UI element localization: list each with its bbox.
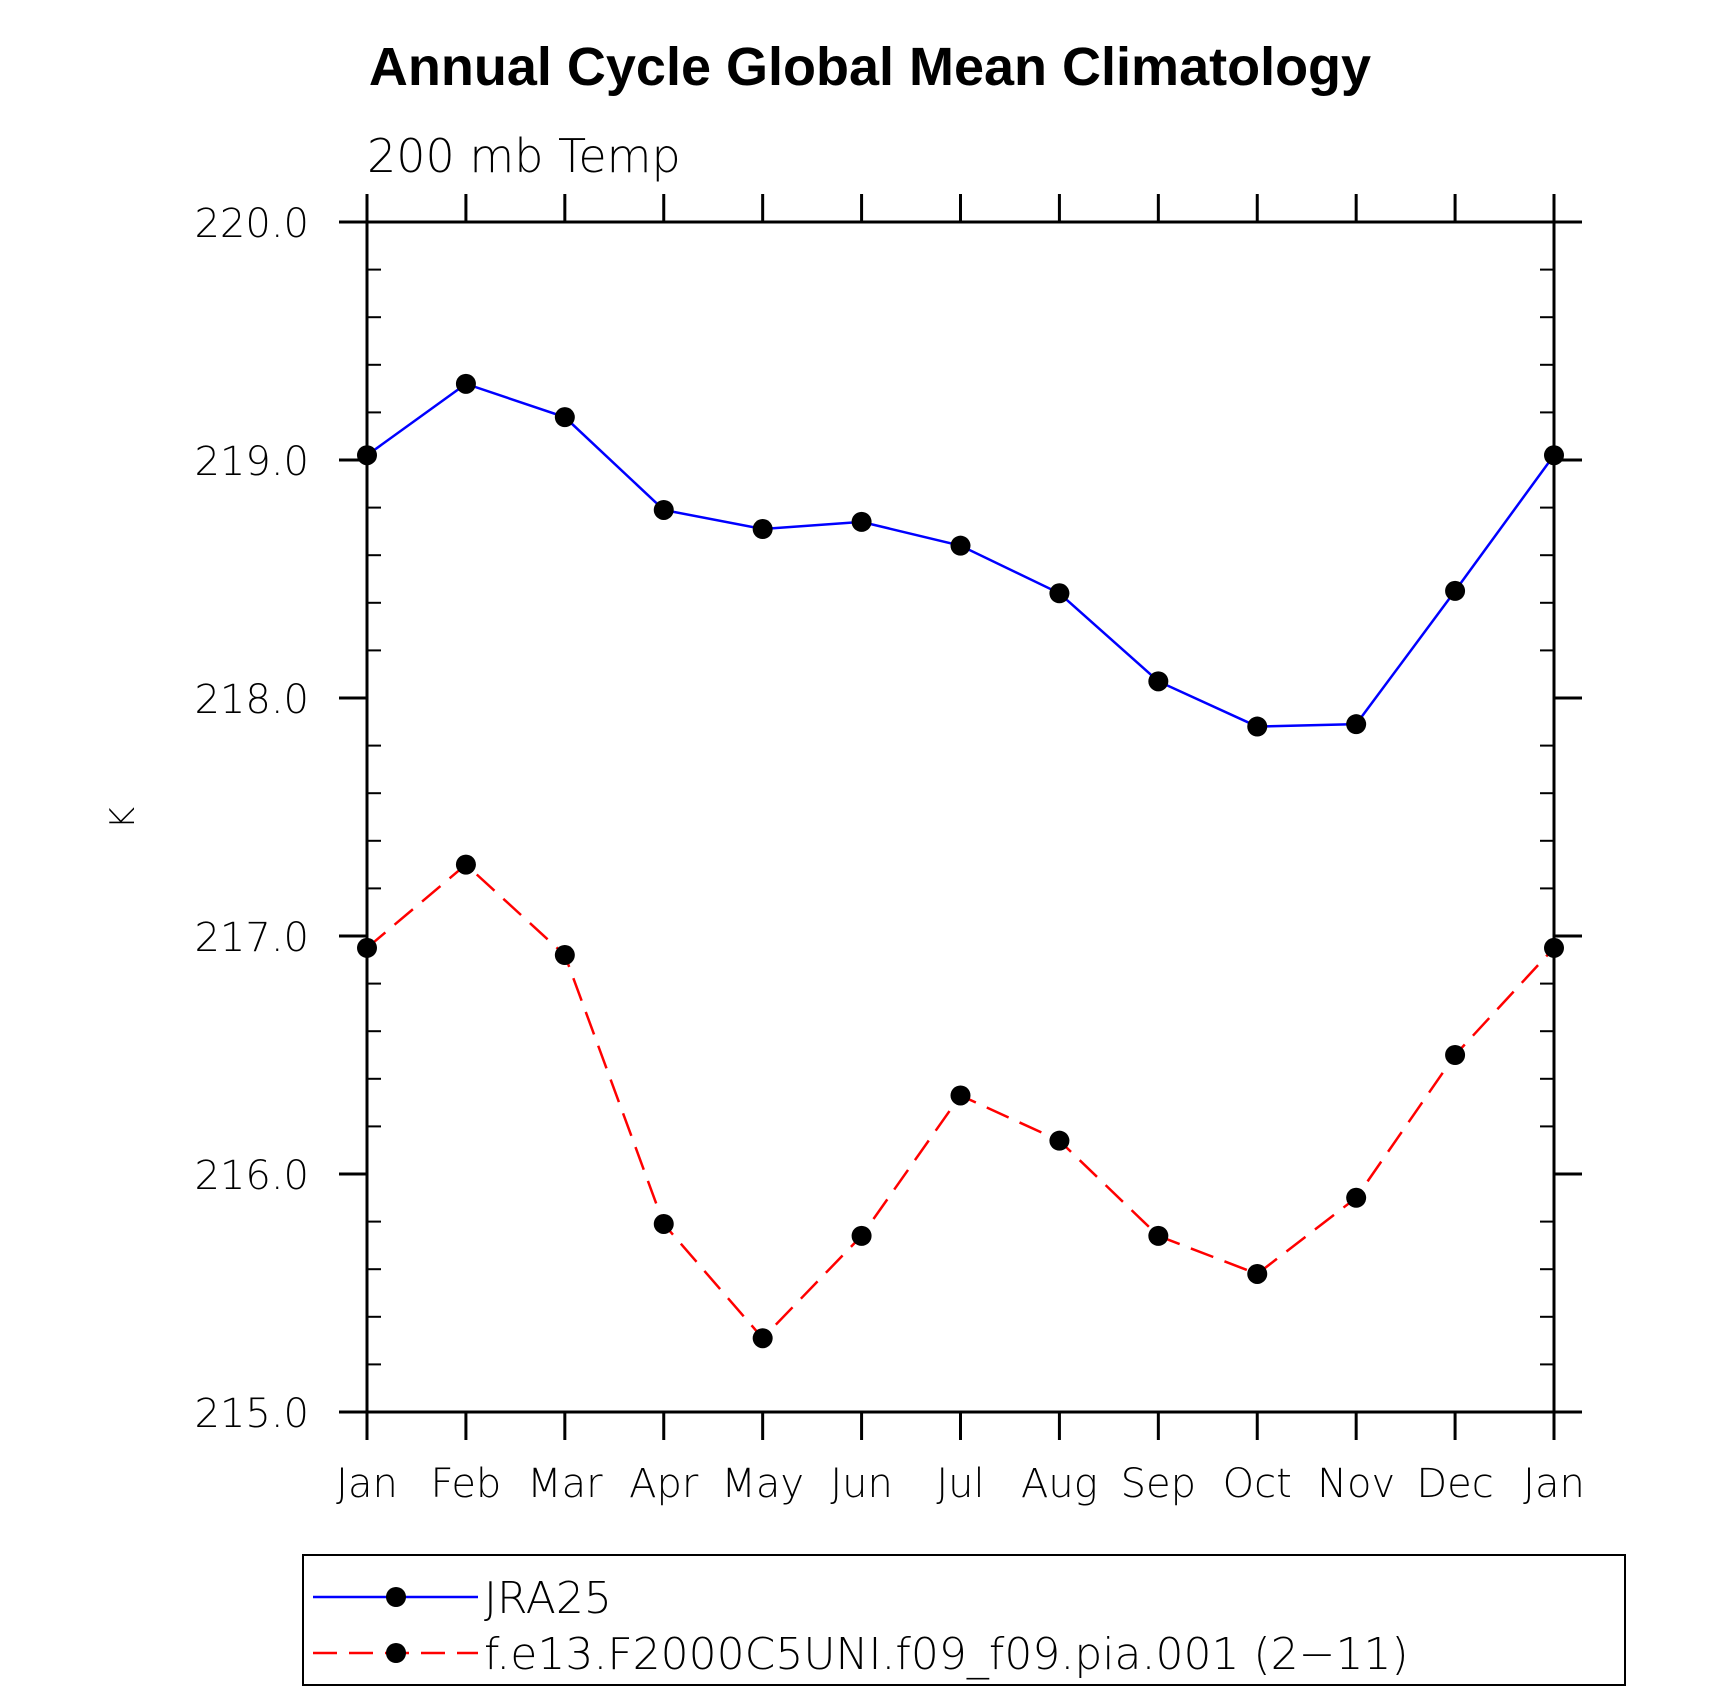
series-1-point [455,373,476,394]
series-1-point [1445,580,1466,601]
y-tick-label: 220.0 [194,201,309,247]
series-2-point [455,854,476,875]
x-tick-label: Sep [1121,1461,1196,1507]
series-1-point [1148,671,1169,692]
series-2-point [1247,1263,1268,1284]
series-1-point [653,499,674,520]
plot-frame [365,220,1556,1414]
series-2-point [1148,1225,1169,1246]
x-tick-label: Dec [1416,1461,1493,1507]
series-2-point [1346,1187,1367,1208]
x-tick-label: Apr [629,1461,699,1507]
series-1-point [1346,714,1367,735]
series-1-point [357,445,377,466]
legend-label-2: f.e13.F2000C5UNI.f09_f09.pia.001 (2−11) [484,1629,1409,1680]
legend-box [302,1554,1626,1686]
series-2-point [653,1213,674,1234]
series-2-point [1445,1045,1466,1065]
series-1-point [752,519,773,540]
x-tick-label: Mar [527,1461,603,1507]
legend-marker-2 [386,1643,406,1663]
series-2-point [1049,1130,1070,1151]
series-group [357,373,1564,1349]
y-tick-label: 215.0 [194,1391,309,1437]
axes: Jan Feb Mar Apr May Jun Jul Aug Sep Oct Nov Dec Jan 2… [194,194,1585,1507]
x-tick-label: Jan [336,1461,398,1507]
x-tick-label: Oct [1223,1461,1292,1507]
chart-subtitle: 200 mb Temp [367,129,681,183]
series-2-point [1544,937,1564,958]
x-tick-label: Jan [1523,1461,1585,1507]
series-1-point [950,535,971,556]
y-tick-label: 216.0 [194,1153,309,1199]
series-2-point [357,937,377,958]
x-tick-label: Feb [431,1461,502,1507]
series-1-point [1049,583,1070,604]
y-tick-label: 217.0 [194,915,309,961]
y-tick-label: 219.0 [194,439,309,485]
series-1-point [554,407,575,428]
series-1-point [851,511,872,532]
x-tick-label: Aug [1021,1461,1098,1507]
series-1-point [1247,716,1268,737]
series-2-point [752,1328,773,1349]
x-tick-label: Nov [1317,1461,1395,1507]
series-2-point [950,1085,971,1106]
series-1-point [1544,445,1564,466]
x-tick-label: Jun [830,1461,893,1507]
y-axis-label: K [103,807,143,829]
y-tick-label: 218.0 [194,677,309,723]
series-2-point [554,945,575,966]
chart-title: Annual Cycle Global Mean Climatology [369,37,1371,97]
x-tick-label: Jul [936,1461,984,1507]
x-tick-label: May [721,1461,804,1507]
series-2-point [851,1225,872,1246]
legend-label-1: JRA25 [484,1573,612,1624]
legend-marker-1 [386,1587,406,1607]
